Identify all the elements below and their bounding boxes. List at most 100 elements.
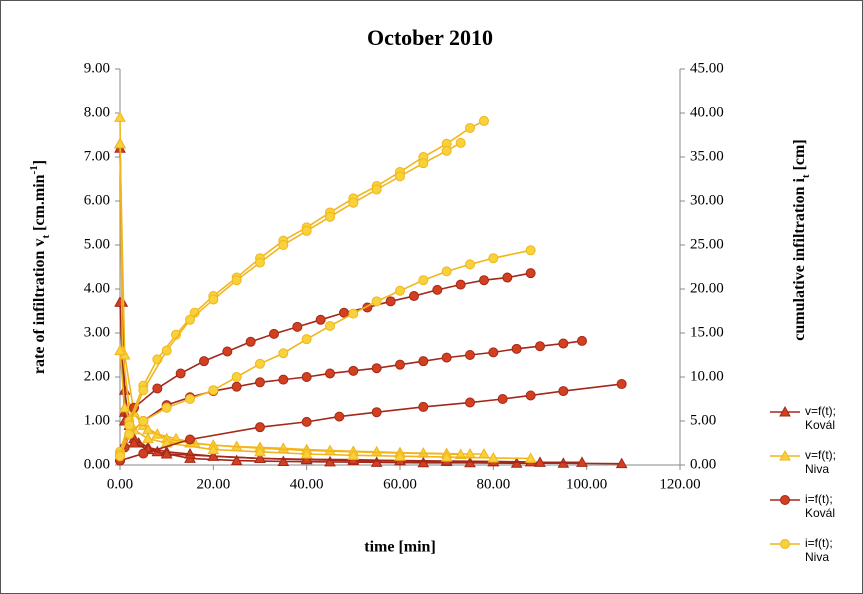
marker-triangle [300,453,313,464]
marker-circle [371,296,382,307]
marker-circle [465,397,475,408]
marker-circle [231,381,242,392]
marker-circle [255,377,265,388]
marker-circle [616,379,627,390]
marker-triangle [114,137,126,149]
marker-circle [511,343,522,354]
marker-circle [325,368,335,379]
series-line [119,340,583,461]
y2-tick-label: 40.00 [690,104,724,120]
marker-circle [348,308,359,319]
marker-circle [558,338,569,349]
legend-label: v=f(t); Niva [805,448,836,476]
marker-circle [409,291,419,302]
label-part: rate of infiltration v [31,239,48,375]
marker-triangle [114,111,126,122]
marker-circle [395,171,405,182]
label-part: -1 [28,165,40,174]
marker-triangle [277,455,290,466]
marker-circle [502,272,513,283]
y-tick-label: 4.00 [84,280,110,296]
y-axis-label: rate of infiltration vt [cm.min-1] [28,160,52,374]
marker-circle [385,296,396,307]
marker-circle [535,341,545,352]
y2-axis-label: cumulative infiltration it [cm] [791,139,812,340]
x-tick-label: 20.00 [196,476,230,492]
x-tick-label: 100.00 [566,476,607,492]
legend-label: i=f(t); Kovál [805,492,835,520]
marker-circle [301,416,312,427]
marker-circle [371,407,382,418]
y-tick-label: 2.00 [84,368,110,384]
marker-circle [245,336,256,347]
marker-triangle [118,401,131,413]
marker-triangle [254,445,266,457]
marker-circle [185,434,195,445]
x-tick-label: 120.00 [659,476,700,492]
marker-circle [124,420,135,431]
marker-circle [152,383,163,394]
y2-tick-label: 15.00 [690,324,724,340]
marker-circle [441,352,452,363]
y2-tick-label: 30.00 [690,192,724,208]
marker-circle [455,279,466,290]
y-tick-label: 3.00 [84,324,110,340]
y-tick-label: 1.00 [84,412,110,428]
marker-circle [208,294,219,305]
marker-circle [124,429,135,440]
marker-circle [115,451,125,462]
marker-circle [278,374,289,385]
marker-circle [292,321,303,332]
label-part: [cm.min [31,174,48,235]
marker-triangle [114,344,126,356]
x-tick-label: 40.00 [290,476,324,492]
marker-circle [577,335,587,346]
marker-circle [255,257,265,268]
marker-circle [315,314,326,325]
chart-title: October 2010 [367,25,493,50]
marker-circle [278,348,289,359]
marker-circle [301,225,312,236]
y-tick-label: 5.00 [84,236,110,252]
marker-triangle [779,405,791,417]
marker-circle [301,334,312,345]
marker-circle [488,347,499,358]
marker-circle [479,115,489,126]
marker-triangle [417,456,430,468]
marker-circle [465,259,475,270]
marker-circle [371,184,382,195]
marker-triangle [524,452,537,463]
x-axis-label: time [min] [364,539,436,556]
marker-circle [525,245,536,256]
marker-triangle [779,449,791,461]
y2-tick-label: 35.00 [690,148,724,164]
marker-circle [418,401,429,412]
marker-circle [339,307,349,318]
marker-triangle [207,450,220,461]
marker-circle [138,448,149,459]
marker-circle [488,253,499,264]
marker-triangle [254,452,266,463]
y2-tick-label: 20.00 [690,280,724,296]
y-tick-label: 9.00 [84,60,110,76]
marker-circle [138,385,149,396]
marker-triangle [534,456,546,467]
marker-circle [185,394,195,404]
legend-label: i=f(t); Niva [805,536,833,564]
marker-circle [418,356,429,367]
marker-circle [348,365,359,376]
marker-circle [255,422,265,433]
marker-circle [525,268,536,279]
marker-circle [222,346,233,357]
marker-triangle [370,456,383,467]
marker-triangle [300,447,313,459]
marker-circle [441,266,452,277]
marker-circle [301,372,312,382]
y2-tick-label: 45.00 [690,60,724,76]
marker-circle [780,539,790,549]
marker-triangle [207,443,220,455]
marker-circle [138,416,149,426]
